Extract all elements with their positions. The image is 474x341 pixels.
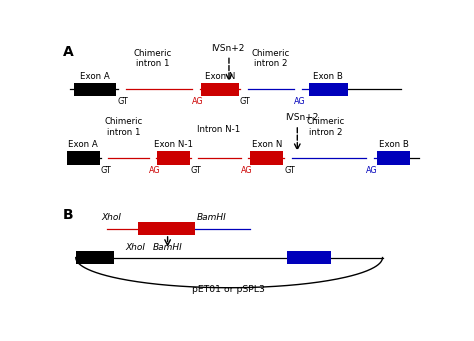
Text: GT: GT — [240, 98, 251, 106]
Text: XhoI: XhoI — [125, 242, 146, 252]
Text: Exon N-1: Exon N-1 — [154, 140, 192, 149]
Text: GT: GT — [191, 166, 201, 175]
Text: Chimeric
intron 2: Chimeric intron 2 — [251, 49, 290, 69]
Text: Exon N: Exon N — [205, 72, 235, 80]
Text: BamHI: BamHI — [153, 242, 182, 252]
Bar — [250, 151, 283, 165]
Bar — [377, 151, 410, 165]
Text: Exon B: Exon B — [379, 140, 409, 149]
Text: Exon N: Exon N — [252, 140, 282, 149]
Text: BamHI: BamHI — [197, 213, 227, 222]
Bar — [156, 151, 190, 165]
Text: Exon A: Exon A — [68, 140, 98, 149]
Text: GT: GT — [118, 98, 128, 106]
Text: B: B — [63, 208, 73, 222]
Text: AG: AG — [149, 166, 161, 175]
Bar — [309, 83, 347, 96]
Bar — [201, 83, 239, 96]
Text: Exon B: Exon B — [313, 72, 343, 80]
Bar — [76, 251, 114, 264]
Text: XhoI: XhoI — [101, 213, 121, 222]
Bar — [74, 83, 116, 96]
Text: IVSn+2: IVSn+2 — [211, 44, 245, 53]
Text: Intron N-1: Intron N-1 — [198, 125, 241, 134]
Text: AG: AG — [192, 98, 204, 106]
Bar — [138, 222, 195, 236]
Text: Chimeric
intron 1: Chimeric intron 1 — [104, 117, 143, 137]
Text: AG: AG — [241, 166, 252, 175]
Text: IVSn+2: IVSn+2 — [285, 113, 319, 122]
Text: Chimeric
intron 1: Chimeric intron 1 — [134, 49, 172, 69]
Bar — [66, 151, 100, 165]
Text: Exon A: Exon A — [80, 72, 110, 80]
Text: A: A — [63, 45, 73, 59]
Text: GT: GT — [284, 166, 295, 175]
Text: AG: AG — [366, 166, 378, 175]
Text: GT: GT — [101, 166, 111, 175]
Text: pET01 or pSPL3: pET01 or pSPL3 — [192, 284, 264, 294]
Text: Chimeric
intron 2: Chimeric intron 2 — [307, 117, 345, 137]
Bar — [287, 251, 331, 264]
Text: AG: AG — [293, 98, 305, 106]
